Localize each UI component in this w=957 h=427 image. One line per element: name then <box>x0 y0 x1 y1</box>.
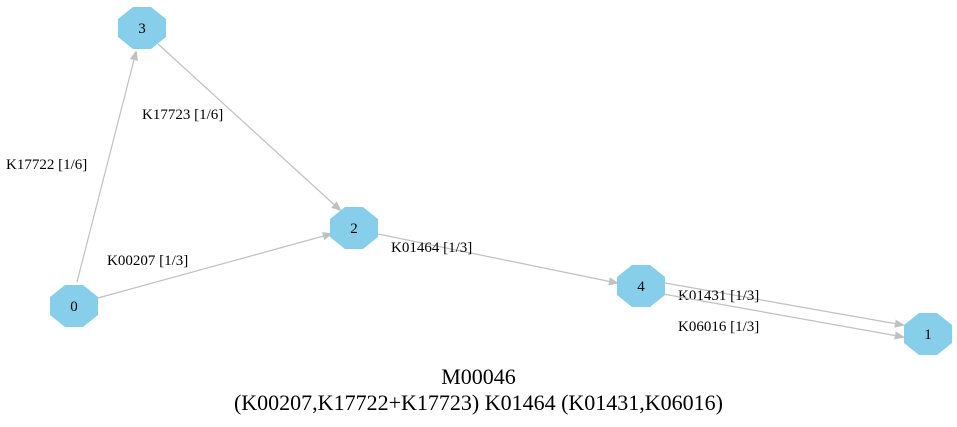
node-0[interactable]: 0 <box>50 285 98 327</box>
node-1[interactable]: 1 <box>904 313 952 355</box>
edge-4-1-b[interactable]: K06016 [1/3] <box>662 293 903 337</box>
edge-0-3[interactable]: K17722 [1/6] <box>6 52 136 283</box>
pathway-graph: K17722 [1/6] K17723 [1/6] K00207 [1/3] K… <box>6 7 952 355</box>
node-label: 2 <box>350 221 358 237</box>
node-label: 1 <box>924 327 932 343</box>
edges: K17722 [1/6] K17723 [1/6] K00207 [1/3] K… <box>6 43 903 337</box>
node-2[interactable]: 2 <box>330 207 378 249</box>
node-4[interactable]: 4 <box>617 265 665 307</box>
module-id: M00046 <box>441 364 516 389</box>
edge-label: K17722 [1/6] <box>6 157 87 173</box>
edge-3-2[interactable]: K17723 [1/6] <box>142 43 340 210</box>
edge-label: K01464 [1/3] <box>391 240 472 256</box>
edge-2-4[interactable]: K01464 [1/3] <box>377 233 617 283</box>
edge-label: K01431 [1/3] <box>678 288 759 304</box>
node-label: 3 <box>138 21 146 37</box>
edge-label: K06016 [1/3] <box>678 319 759 335</box>
edge-0-2[interactable]: K00207 [1/3] <box>97 234 331 299</box>
node-label: 4 <box>637 279 645 295</box>
node-label: 0 <box>70 299 78 315</box>
edge-label: K00207 [1/3] <box>107 253 188 269</box>
node-3[interactable]: 3 <box>118 7 166 49</box>
nodes: 0 1 2 3 4 <box>50 7 952 355</box>
edge-label: K17723 [1/6] <box>142 107 223 123</box>
module-definition: (K00207,K17722+K17723) K01464 (K01431,K0… <box>233 390 724 415</box>
